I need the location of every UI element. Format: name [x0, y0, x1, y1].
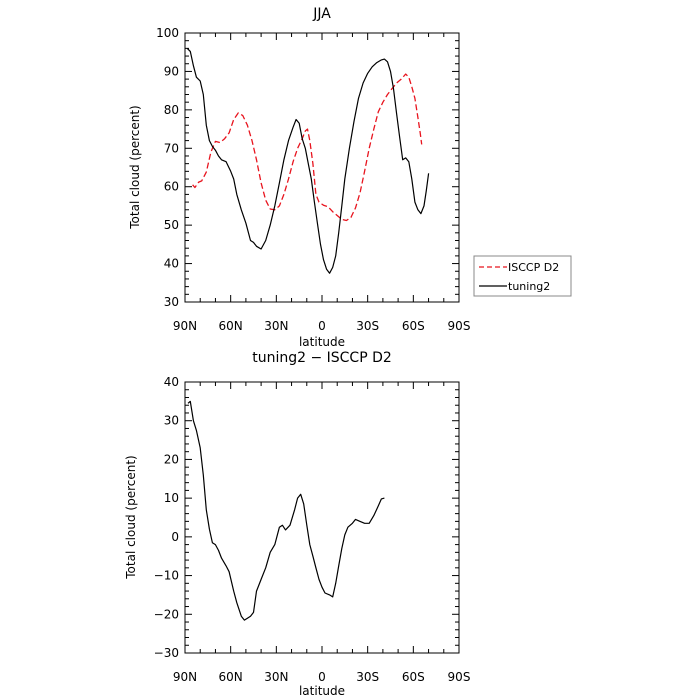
chart-top-frame	[184, 32, 460, 303]
chart-bottom-xtick-label: 90S	[448, 670, 471, 684]
legend-box	[473, 255, 572, 297]
chart-bottom-ytick-label: −20	[154, 607, 179, 621]
chart-bottom-ytick-label: 40	[164, 375, 179, 389]
chart-top-xtick-label: 0	[318, 319, 326, 333]
chart-bottom-ytick-label: 20	[164, 452, 179, 466]
legend-label-isccp: ISCCP D2	[508, 261, 559, 274]
chart-bottom-xtick-label: 60S	[402, 670, 425, 684]
chart-top-xlabel: latitude	[299, 335, 345, 349]
chart-top-xtick-label: 90N	[173, 319, 197, 333]
chart-top-series-0-line	[192, 73, 423, 222]
chart-top-xtick-label: 30N	[264, 319, 288, 333]
chart-top-ytick-label: 70	[164, 141, 179, 155]
chart-bottom-xtick-label: 30S	[356, 670, 379, 684]
chart-top-series-1-line	[186, 47, 430, 274]
chart-bottom-xlabel: latitude	[299, 684, 345, 698]
chart-bottom-axes-layer: 90N 60N 30N 0 30S 60S 90S −30 −20 −10 0 10 20 30 40	[154, 375, 471, 684]
chart-top-ytick-label: 90	[164, 64, 179, 78]
chart-top-ytick-label: 30	[164, 295, 179, 309]
chart-bottom-xtick-label: 0	[318, 670, 326, 684]
chart-top-xtick-label: 60S	[402, 319, 425, 333]
legend: ISCCP D2 tuning2	[473, 255, 572, 297]
chart-top-series-layer	[186, 47, 430, 274]
chart-top-axes-layer: 90N 60N 30N 0 30S 60S 90S 30 40 50 60 70 80 90 100	[156, 26, 470, 333]
chart-top-ytick-label: 50	[164, 218, 179, 232]
chart-top-ytick-label: 100	[156, 26, 179, 40]
chart-bottom: tuning2 − ISCCP D2 90N 60N 30N 0 30S 60S 90S −3…	[124, 350, 470, 698]
chart-bottom-xtick-label: 30N	[264, 670, 288, 684]
chart-top-title: JJA	[312, 6, 331, 22]
chart-top: JJA 90N 60N 30N 0 30S 60S 90S 30 40 50 60 70 80 90 100…	[128, 6, 470, 349]
chart-top-xtick-label: 90S	[448, 319, 471, 333]
chart-bottom-frame	[184, 381, 460, 654]
chart-top-xtick-label: 60N	[219, 319, 243, 333]
chart-bottom-series-0-line	[187, 400, 385, 621]
chart-top-ytick-label: 80	[164, 103, 179, 117]
chart-bottom-ytick-label: −10	[154, 569, 179, 583]
chart-top-ytick-label: 60	[164, 180, 179, 194]
chart-top-xtick-label: 30S	[356, 319, 379, 333]
chart-bottom-ylabel: Total cloud (percent)	[124, 455, 138, 579]
chart-bottom-xtick-label: 60N	[219, 670, 243, 684]
chart-top-ylabel: Total cloud (percent)	[128, 105, 142, 229]
legend-label-tuning2: tuning2	[508, 280, 550, 293]
chart-bottom-xtick-label: 90N	[173, 670, 197, 684]
chart-bottom-ytick-label: 0	[171, 530, 179, 544]
chart-bottom-title: tuning2 − ISCCP D2	[252, 350, 392, 366]
chart-bottom-ytick-label: −30	[154, 646, 179, 660]
chart-bottom-series-layer	[187, 400, 385, 621]
chart-bottom-ytick-label: 30	[164, 414, 179, 428]
chart-bottom-ytick-label: 10	[164, 491, 179, 505]
chart-top-ytick-label: 40	[164, 257, 179, 271]
